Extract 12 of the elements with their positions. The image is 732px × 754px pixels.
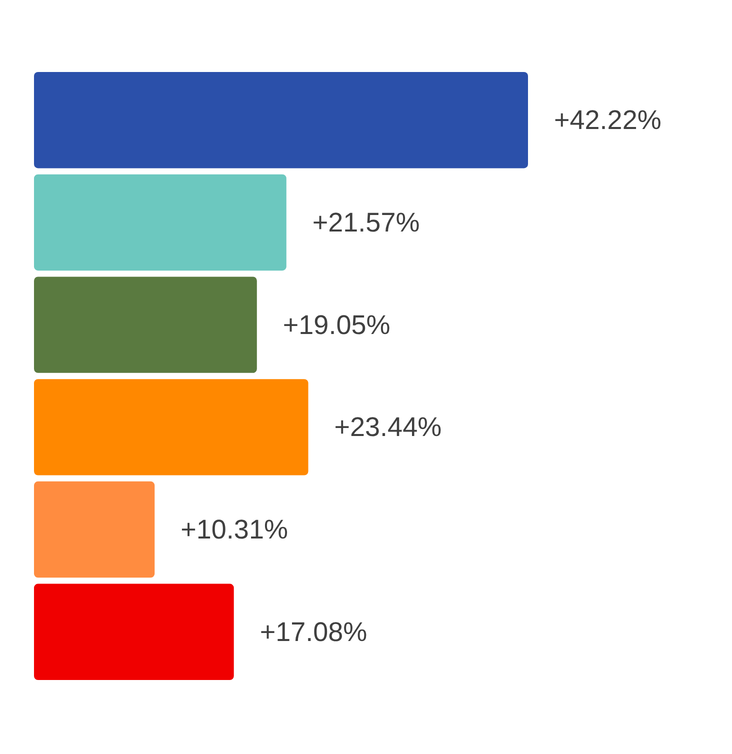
data-label: +19.05%	[282, 310, 390, 340]
data-label: +23.44%	[334, 412, 442, 442]
bar	[34, 584, 234, 680]
bar	[34, 276, 257, 373]
bar	[34, 379, 308, 476]
bar	[34, 174, 286, 271]
data-label: +10.31%	[180, 514, 288, 545]
bar	[34, 481, 155, 578]
bar	[34, 72, 528, 168]
data-label: +21.57%	[312, 207, 420, 238]
data-label: +17.08%	[260, 616, 368, 647]
data-label: +42.22%	[554, 105, 662, 136]
